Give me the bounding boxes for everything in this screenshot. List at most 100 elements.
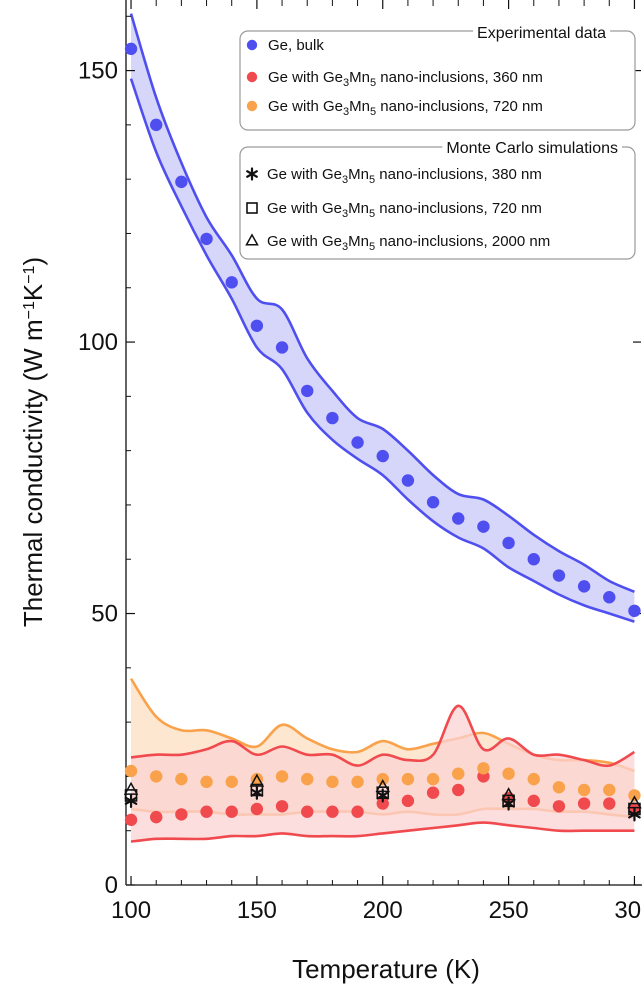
y-axis-title-sup1: −1 [21, 301, 38, 319]
legend-entry-part-3: 5 [370, 106, 376, 118]
legend-title: Monte Carlo simulations [446, 140, 618, 157]
mc-point-380nm-250 [502, 796, 515, 811]
point-n360-110 [150, 810, 163, 824]
legend-entry-part-2: Mn [348, 233, 369, 250]
point-n720-170 [301, 772, 314, 786]
point-bulk-130 [200, 232, 213, 246]
point-n360-260 [527, 794, 540, 808]
legend-entry-part-2: Mn [349, 69, 370, 86]
legend-entry-label: Ge with Ge3Mn5 nano-inclusions, 720 nm [268, 98, 543, 118]
point-n720-110 [150, 770, 163, 783]
y-tick-label-0: 0 [105, 872, 118, 899]
legend-box [239, 30, 636, 131]
band-lower-bulk [129, 78, 635, 623]
legend-entry-part-0: Ge with Ge [268, 98, 343, 115]
point-n360-160 [275, 800, 289, 813]
point-bulk-240 [477, 520, 490, 533]
point-n720-100 [124, 764, 138, 778]
x-tick-label-200: 200 [363, 897, 403, 924]
mc-point-380nm-300 [628, 807, 641, 822]
legend-marker-triangle [245, 233, 259, 246]
legend-entry-label: Ge with Ge3Mn5 nano-inclusions, 2000 nm [267, 233, 550, 253]
uncertainty-bands [129, 13, 636, 843]
point-bulk-300 [628, 604, 641, 618]
point-n720-180 [326, 775, 339, 789]
point-n720-160 [275, 770, 289, 783]
legend-box [239, 146, 636, 260]
point-n360-230 [452, 783, 465, 797]
legend-entry-label: Ge with Ge3Mn5 nano-inclusions, 720 nm [267, 200, 542, 220]
y-axis-title-end: ) [18, 257, 48, 266]
point-n360-130 [200, 805, 213, 818]
ticks: 100 150 200 250 300 0 50 100 150 [78, 0, 642, 924]
x-tick-label-150: 150 [237, 897, 277, 924]
point-n360-150 [250, 802, 264, 816]
point-n720-250 [502, 767, 515, 780]
point-n360-210 [401, 794, 415, 808]
y-axis-title-main: Thermal conductivity (W m [18, 319, 48, 627]
legend-entry-part-2: Mn [349, 98, 370, 115]
legend-marker-circle [246, 39, 258, 51]
legend-entry-part-1: 3 [343, 77, 349, 89]
legend-title-background [442, 139, 622, 158]
point-bulk-200 [376, 449, 389, 463]
point-n360-100 [124, 813, 138, 827]
mc-point-380nm-100 [124, 793, 138, 808]
point-bulk-290 [603, 591, 616, 604]
legend-marker-star [246, 167, 258, 181]
point-n360-140 [225, 805, 238, 818]
legend-entry-label: Ge with Ge3Mn5 nano-inclusions, 360 nm [268, 69, 543, 89]
point-bulk-270 [552, 569, 566, 582]
y-axis-title-mid: K [18, 283, 48, 301]
legend-entry-part-1: 3 [342, 208, 348, 220]
legend-entry-part-3: 5 [369, 241, 375, 253]
point-bulk-250 [502, 536, 515, 550]
legend-marker-circle [246, 100, 258, 112]
legend-entry-part-4: nano-inclusions, 380 nm [375, 166, 542, 183]
y-axis-title-sup2: −1 [21, 265, 38, 283]
axes [125, 0, 642, 886]
legend-entry-part-2: Mn [348, 200, 369, 217]
band-lower-n360 [130, 821, 635, 843]
point-bulk-120 [175, 175, 188, 189]
point-n360-290 [603, 797, 616, 810]
point-n720-220 [426, 772, 440, 786]
point-n720-270 [552, 781, 566, 794]
point-n360-170 [301, 805, 314, 818]
legend-entry-part-0: Ge with Ge [267, 166, 342, 183]
data-points [123, 42, 642, 827]
legend-marker-circle [246, 71, 258, 83]
point-n720-230 [452, 767, 465, 780]
y-axis-title: Thermal conductivity (W m−1K−1) [18, 257, 48, 627]
point-bulk-230 [452, 512, 465, 525]
legend-entry-part-0: Ge with Ge [267, 233, 342, 250]
legend-entry-part-2: Mn [348, 166, 369, 183]
legend: Experimental data Ge, bulk Ge with Ge3Mn5 … [239, 24, 636, 260]
point-n360-190 [351, 805, 364, 818]
legend-entry-label: Ge, bulk [268, 37, 324, 54]
point-n360-200 [376, 797, 389, 810]
mc-point-380nm-200 [376, 788, 390, 803]
legend-entry-part-0: Ge with Ge [268, 69, 343, 86]
point-n720-290 [603, 783, 616, 797]
point-n360-270 [552, 800, 566, 813]
point-n360-120 [175, 808, 188, 821]
point-n720-120 [175, 772, 188, 786]
legend-entry-part-3: 5 [370, 77, 376, 89]
point-n720-260 [527, 772, 540, 786]
point-bulk-190 [351, 436, 364, 449]
point-n720-140 [225, 775, 238, 789]
legend-title: Experimental data [477, 25, 606, 42]
legend-entry-part-4: nano-inclusions, 720 nm [375, 200, 542, 217]
legend-entry-part-3: 5 [369, 174, 375, 186]
band-upper-n360 [130, 704, 636, 768]
point-bulk-180 [326, 411, 339, 425]
legend-entry-part-4: nano-inclusions, 2000 nm [375, 233, 550, 250]
point-n720-280 [577, 783, 591, 797]
legend-marker-square [246, 202, 258, 214]
point-bulk-110 [150, 118, 163, 132]
legend-entry-part-0: Ge with Ge [267, 200, 342, 217]
point-n360-220 [426, 786, 440, 799]
